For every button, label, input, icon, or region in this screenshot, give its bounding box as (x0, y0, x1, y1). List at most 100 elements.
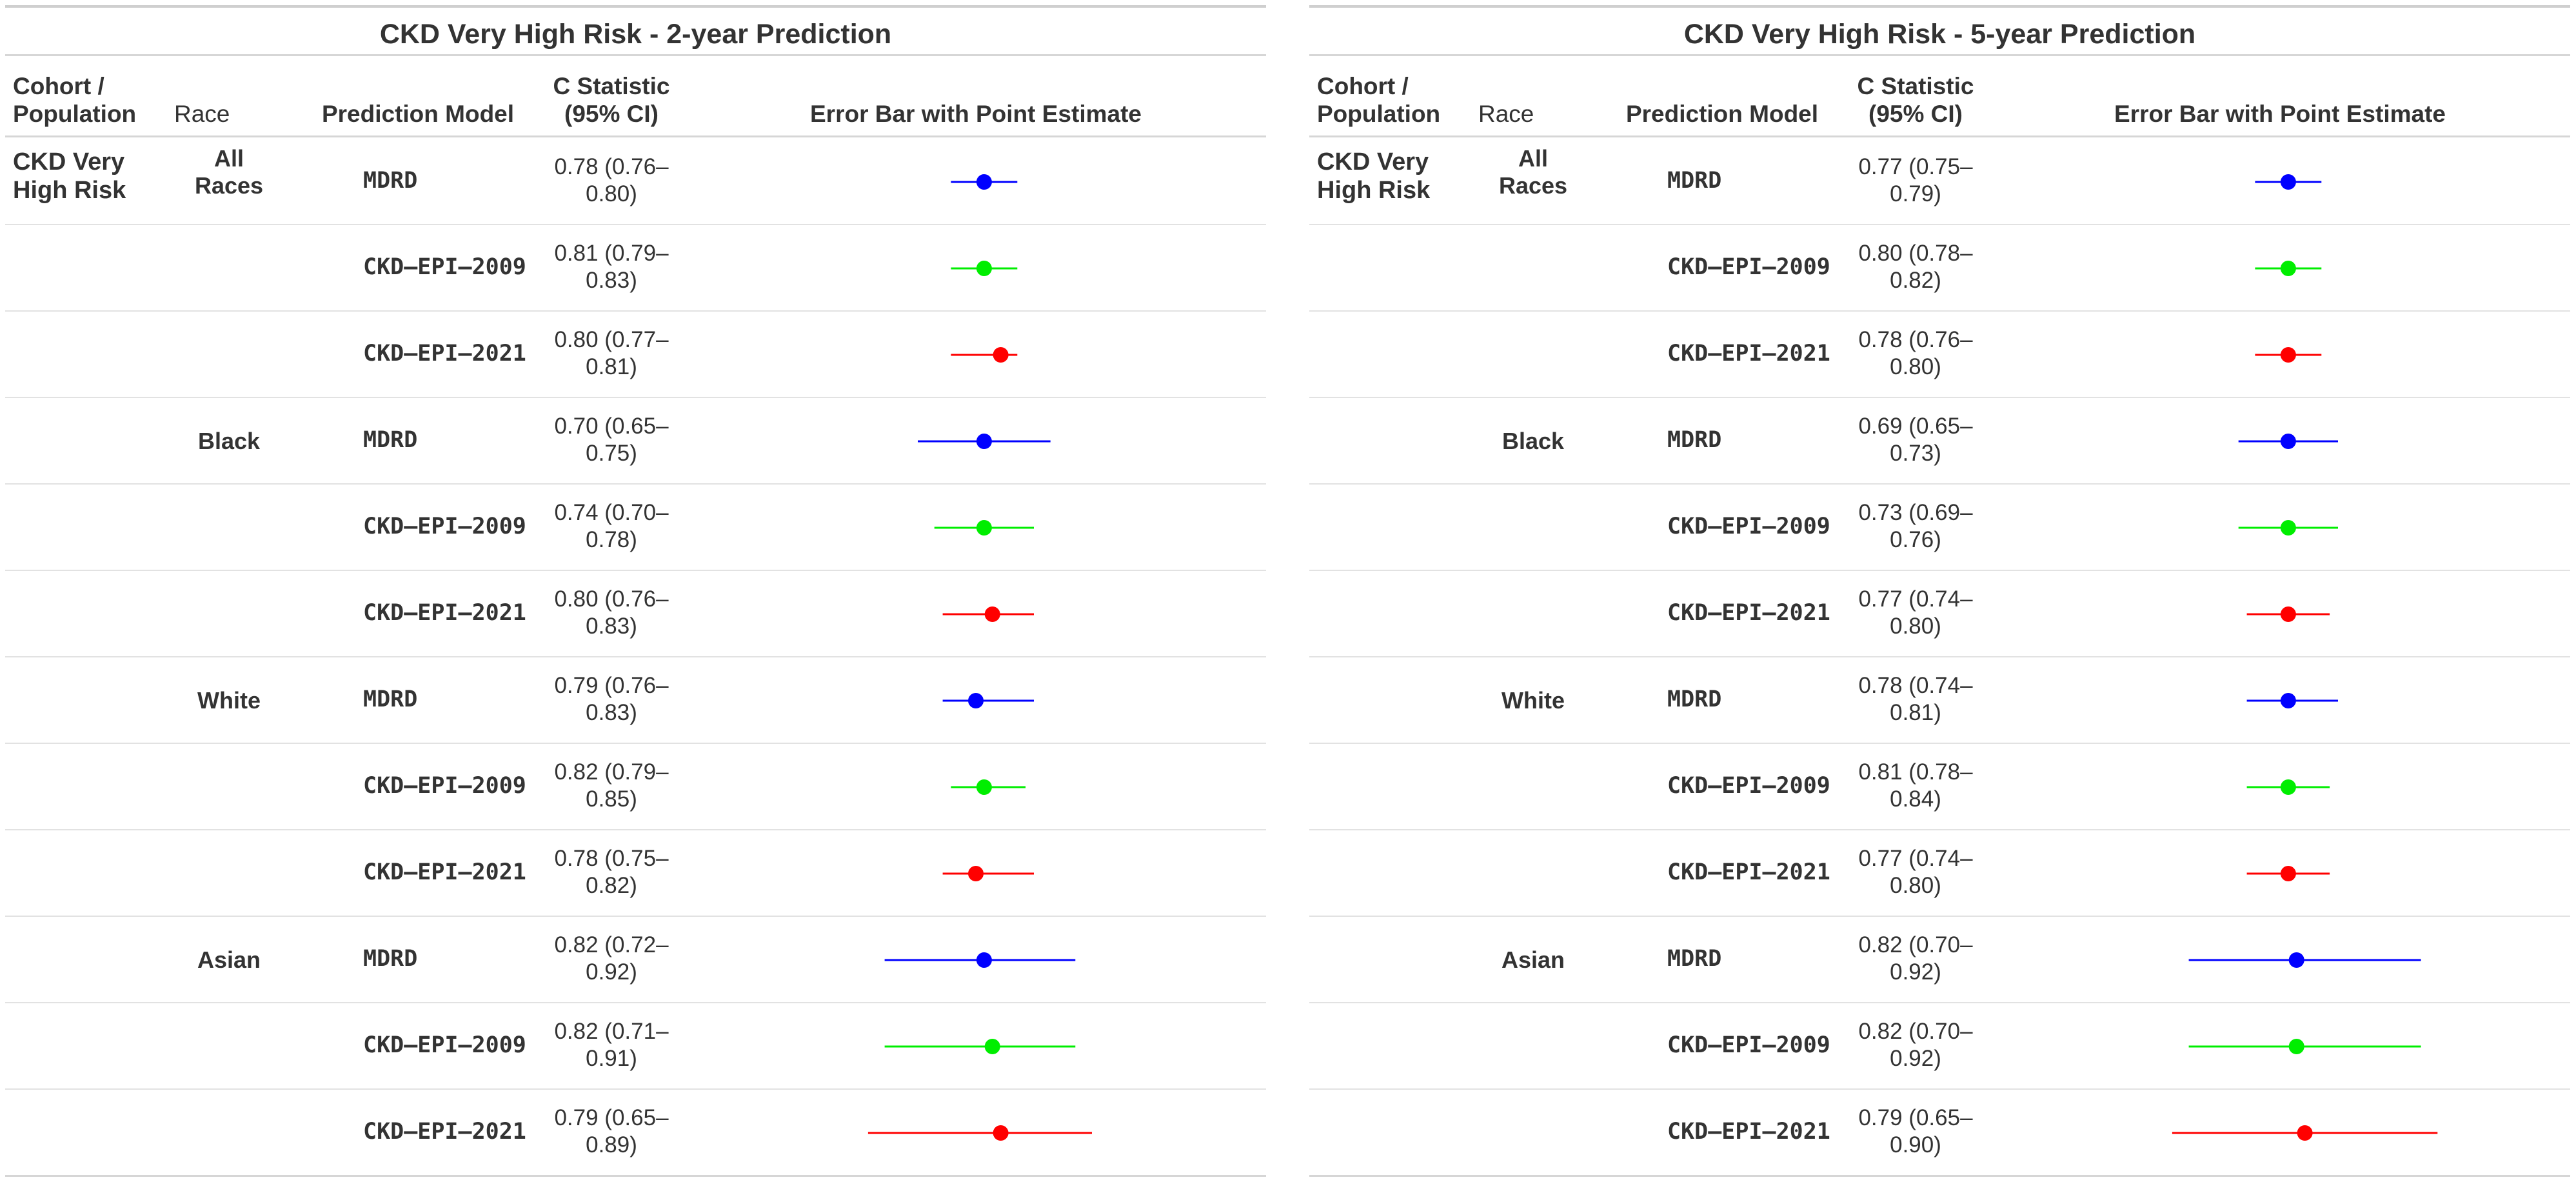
model-label: CKD–EPI–2009 (363, 254, 526, 280)
cstat-cell: 0.79 (0.76–0.83) (544, 656, 679, 743)
forest-plot (2172, 174, 2438, 1141)
model-label: MDRD (363, 946, 418, 972)
model-cell: CKD–EPI–2021 (363, 829, 544, 916)
cohort-cell (13, 234, 174, 279)
cstat-cell: 0.69 (0.65–0.73) (1848, 397, 1983, 483)
point-estimate (976, 174, 992, 190)
row-rule (5, 1175, 1266, 1177)
point-estimate (976, 520, 992, 536)
row-rule (5, 656, 1266, 657)
cstat-cell: 0.80 (0.77–0.81) (544, 310, 679, 397)
race-cell: White (1478, 665, 1588, 736)
model-cell: CKD–EPI–2009 (1667, 1002, 1848, 1088)
cstat-value: 0.74 (0.70–0.78) (554, 500, 669, 552)
model-cell: MDRD (363, 916, 544, 1002)
header-rule (1309, 135, 2570, 137)
cstat-cell: 0.82 (0.70–0.92) (1848, 1002, 1983, 1088)
cohort-cell (1317, 753, 1478, 798)
row-rule (1309, 1088, 2570, 1090)
point-estimate (993, 347, 1009, 363)
panel-2-year: CKD Very High Risk - 2-year Prediction Co… (5, 5, 1266, 1179)
cohort-cell (13, 1012, 174, 1057)
point-estimate (976, 779, 992, 795)
model-header-label: Prediction Model (321, 101, 515, 127)
cohort-header: Cohort / Population (13, 65, 174, 135)
row-rule (1309, 1002, 2570, 1003)
race-cell (174, 752, 284, 823)
model-label: CKD–EPI–2021 (1667, 1119, 1830, 1145)
model-cell: CKD–EPI–2009 (1667, 483, 1848, 570)
model-label: CKD–EPI–2021 (363, 341, 526, 366)
row-rule (1309, 483, 2570, 485)
cohort-cell: CKD Very High Risk (13, 148, 174, 204)
race-cell (174, 233, 284, 304)
cstat-header-label: C Statistic (95% CI) (553, 73, 670, 127)
model-label: MDRD (1667, 686, 1722, 712)
model-cell: CKD–EPI–2009 (1667, 743, 1848, 829)
model-cell: MDRD (1667, 916, 1848, 1002)
model-label: CKD–EPI–2009 (363, 773, 526, 799)
race-cell (1478, 838, 1588, 909)
race-label: Black (197, 428, 261, 454)
top-rule (1309, 5, 2570, 8)
point-estimate (2280, 779, 2296, 795)
cstat-cell: 0.78 (0.74–0.81) (1848, 656, 1983, 743)
row-rule (5, 916, 1266, 917)
cstat-value: 0.73 (0.69–0.76) (1858, 500, 1973, 552)
point-estimate (968, 693, 984, 708)
cohort-cell (13, 321, 174, 366)
cstat-value: 0.82 (0.70–0.92) (1858, 1019, 1973, 1071)
race-label: Asian (197, 947, 261, 973)
race-cell (174, 1011, 284, 1082)
row-rule (5, 1088, 1266, 1090)
race-cell: All Races (174, 145, 284, 199)
race-cell: All Races (1478, 145, 1588, 199)
row-rule (5, 743, 1266, 744)
cohort-cell (1317, 407, 1478, 452)
cohort-cell (13, 926, 174, 971)
race-cell (174, 319, 284, 390)
row-rule (1309, 570, 2570, 571)
cstat-value: 0.77 (0.74–0.80) (1858, 846, 1973, 898)
cstat-header-label: C Statistic (95% CI) (1857, 73, 1974, 127)
model-header: Prediction Model (1596, 65, 1848, 135)
row-rule (1309, 224, 2570, 225)
race-label: Asian (1501, 947, 1565, 973)
race-cell: Asian (174, 925, 284, 996)
model-label: CKD–EPI–2009 (1667, 254, 1830, 280)
cohort-cell (13, 753, 174, 798)
race-cell (1478, 319, 1588, 390)
cstat-value: 0.80 (0.78–0.82) (1858, 241, 1973, 293)
point-estimate (2280, 347, 2296, 363)
point-estimate (2280, 693, 2296, 708)
cstat-cell: 0.81 (0.79–0.83) (544, 224, 679, 310)
race-header: Race (174, 65, 284, 135)
race-cell: Black (1478, 406, 1588, 477)
model-cell: CKD–EPI–2009 (363, 224, 544, 310)
race-label: All Races (1498, 145, 1568, 199)
race-cell (174, 579, 284, 650)
model-label: CKD–EPI–2021 (363, 600, 526, 626)
race-cell (1478, 233, 1588, 304)
race-cell (1478, 1011, 1588, 1082)
cohort-header-label: Cohort / Population (1317, 73, 1441, 127)
plot-header: Error Bar with Point Estimate (1990, 65, 2570, 135)
race-cell (174, 492, 284, 563)
header-rule (5, 135, 1266, 137)
cstat-value: 0.80 (0.76–0.83) (554, 586, 669, 639)
cstat-value: 0.69 (0.65–0.73) (1858, 414, 1973, 466)
point-estimate (984, 606, 1000, 622)
title-rule (5, 54, 1266, 56)
race-label: White (197, 687, 261, 714)
model-label: CKD–EPI–2021 (1667, 859, 1830, 885)
race-label: Black (1501, 428, 1565, 454)
point-estimate (984, 1039, 1000, 1054)
cohort-cell (1317, 666, 1478, 712)
model-label: CKD–EPI–2021 (1667, 341, 1830, 366)
forest-plot (867, 174, 1092, 1141)
cohort-cell (1317, 580, 1478, 625)
cstat-cell: 0.80 (0.78–0.82) (1848, 224, 1983, 310)
row-rule (5, 829, 1266, 830)
cstat-cell: 0.79 (0.65–0.89) (544, 1088, 679, 1175)
point-estimate (2297, 1125, 2313, 1141)
